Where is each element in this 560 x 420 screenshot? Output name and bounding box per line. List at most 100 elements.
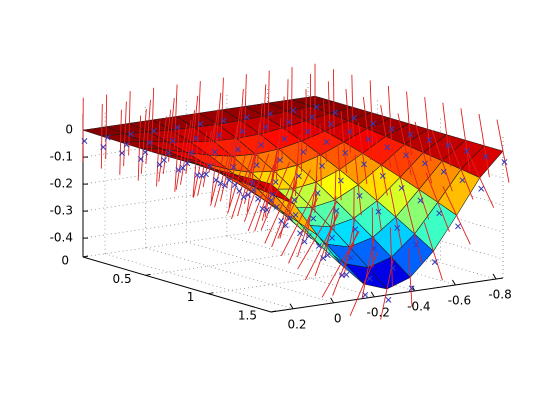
data-marker	[253, 162, 260, 169]
data-marker	[249, 180, 256, 187]
normal-vector	[465, 147, 495, 208]
data-marker	[287, 214, 293, 221]
normal-vector	[256, 102, 263, 166]
normal-vector	[237, 151, 257, 217]
data-marker	[127, 131, 134, 138]
normal-vector	[340, 110, 347, 174]
normal-vector	[162, 109, 172, 174]
data-marker	[319, 162, 325, 169]
y-tick-mark	[145, 273, 151, 276]
normal-vector	[156, 121, 161, 187]
data-marker	[347, 254, 354, 261]
normal-vector	[297, 200, 338, 270]
data-marker	[369, 120, 376, 127]
data-marker	[188, 149, 195, 156]
data-marker	[137, 156, 144, 162]
normal-vector	[202, 123, 216, 188]
normal-vector	[175, 124, 188, 190]
normal-vector	[353, 188, 355, 249]
data-marker	[478, 185, 485, 192]
data-marker	[231, 181, 238, 188]
data-marker	[285, 119, 292, 125]
normal-vector	[180, 120, 192, 185]
data-marker	[220, 117, 227, 124]
normal-vector	[243, 154, 270, 222]
normal-vector	[424, 97, 432, 162]
x-axis-line	[270, 277, 504, 313]
normal-vector	[151, 87, 155, 153]
data-marker	[273, 203, 280, 210]
normal-vector	[294, 134, 300, 197]
normal-vector	[301, 109, 303, 173]
normal-vector	[214, 141, 233, 208]
normal-vector	[137, 115, 142, 181]
data-marker	[310, 215, 317, 222]
data-marker	[290, 107, 297, 114]
data-marker	[365, 136, 372, 143]
data-marker	[417, 197, 424, 204]
normal-vector	[275, 118, 282, 181]
data-marker	[221, 182, 228, 189]
data-marker	[174, 124, 181, 131]
normal-vector	[369, 80, 374, 145]
data-marker	[385, 296, 392, 303]
y-tick-label: 0	[61, 254, 69, 268]
x-tick-label: 0.2	[287, 317, 306, 331]
normal-vector	[208, 109, 219, 173]
data-marker	[292, 212, 299, 218]
data-marker	[213, 177, 219, 183]
y-tick-mark	[270, 310, 277, 313]
normal-vector	[389, 227, 393, 287]
grid-line	[82, 222, 316, 258]
normal-vector	[264, 176, 296, 244]
normal-vector	[288, 197, 318, 264]
data-marker	[146, 139, 153, 146]
data-marker	[226, 177, 233, 184]
data-marker	[250, 186, 257, 193]
x-tick-label: -0.6	[448, 293, 471, 307]
data-marker	[320, 255, 327, 262]
normal-vector	[247, 164, 275, 232]
data-marker	[230, 164, 237, 171]
normal-vector	[238, 88, 244, 153]
normal-vector	[271, 181, 298, 248]
data-marker	[440, 168, 447, 175]
normal-vector	[389, 187, 403, 247]
data-marker	[324, 252, 331, 259]
normal-vector	[496, 119, 510, 183]
data-marker	[356, 192, 363, 199]
data-marker	[81, 138, 88, 144]
y-tick-mark	[208, 292, 214, 295]
data-marker	[123, 141, 130, 148]
normal-vector	[345, 89, 351, 153]
data-marker	[362, 291, 369, 298]
data-marker	[269, 191, 276, 198]
data-marker	[165, 149, 172, 156]
data-marker	[278, 217, 285, 224]
data-marker	[327, 121, 334, 128]
data-marker	[413, 241, 419, 248]
data-marker	[193, 135, 199, 142]
data-marker	[169, 137, 176, 144]
data-marker	[194, 172, 201, 179]
data-marker	[267, 110, 273, 117]
data-marker	[263, 206, 270, 213]
data-marker	[329, 234, 335, 241]
data-marker	[203, 171, 209, 178]
data-marker	[156, 161, 163, 168]
data-markers	[81, 104, 508, 303]
x-tick-mark	[330, 297, 335, 304]
data-marker	[142, 149, 149, 156]
data-marker	[436, 210, 443, 217]
data-marker	[352, 226, 359, 233]
x-tick-label: 0	[334, 311, 342, 325]
data-marker	[407, 131, 414, 138]
normal-vector	[321, 231, 360, 298]
normal-vector	[423, 222, 443, 281]
normal-vector	[354, 154, 362, 216]
data-marker	[295, 173, 302, 180]
data-marker	[119, 150, 125, 157]
data-marker	[151, 127, 157, 134]
data-marker	[343, 271, 350, 278]
normal-vector	[192, 131, 200, 198]
